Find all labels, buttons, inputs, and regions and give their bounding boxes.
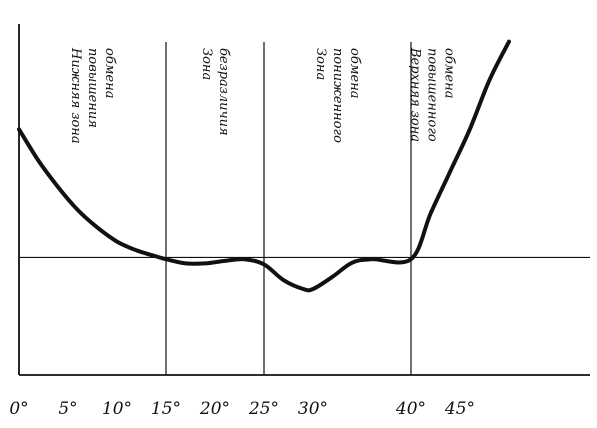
curve-layer [17, 39, 511, 293]
x-tick-label: 15° [151, 399, 181, 419]
zone-label-2-line-1: пониженного [330, 48, 345, 143]
x-tick-label: 25° [248, 399, 279, 419]
x-tick-label: 20° [199, 399, 230, 419]
x-tick-label: 10° [102, 399, 132, 419]
zone-labels: Нижняя зона повышения обмена Зона безразличи… [68, 47, 457, 144]
zone-label-3-line-0: Верхняя зона [408, 47, 423, 142]
x-tick-label: 40° [395, 399, 426, 419]
zone-label-1-line-1: безразличия [216, 48, 231, 136]
zone-boundaries [165, 42, 412, 375]
chart-frame [18, 24, 590, 376]
metabolism-curve [17, 39, 511, 293]
x-tick-label: 30° [298, 399, 328, 419]
zone-label-2-line-2: обмена [347, 48, 362, 99]
zone-label-3-line-2: обмена [442, 48, 457, 99]
x-tick-label: 45° [444, 399, 475, 419]
zone-label-0-line-0: Нижняя зона [68, 47, 83, 144]
x-tick-label: 5° [58, 399, 77, 419]
zone-label-2-line-0: Зона [313, 48, 328, 80]
zone-label-1-line-0: Зона [199, 48, 214, 80]
zone-label-0-line-1: повышения [85, 48, 100, 128]
x-tick-label: 0° [9, 399, 28, 419]
x-tick-labels: 0° 5° 10° 15° 20° 25° 30° 40° 45° [9, 399, 475, 419]
zone-label-3-line-1: повышенного [425, 48, 440, 142]
zone-label-0-line-2: обмена [102, 48, 117, 99]
